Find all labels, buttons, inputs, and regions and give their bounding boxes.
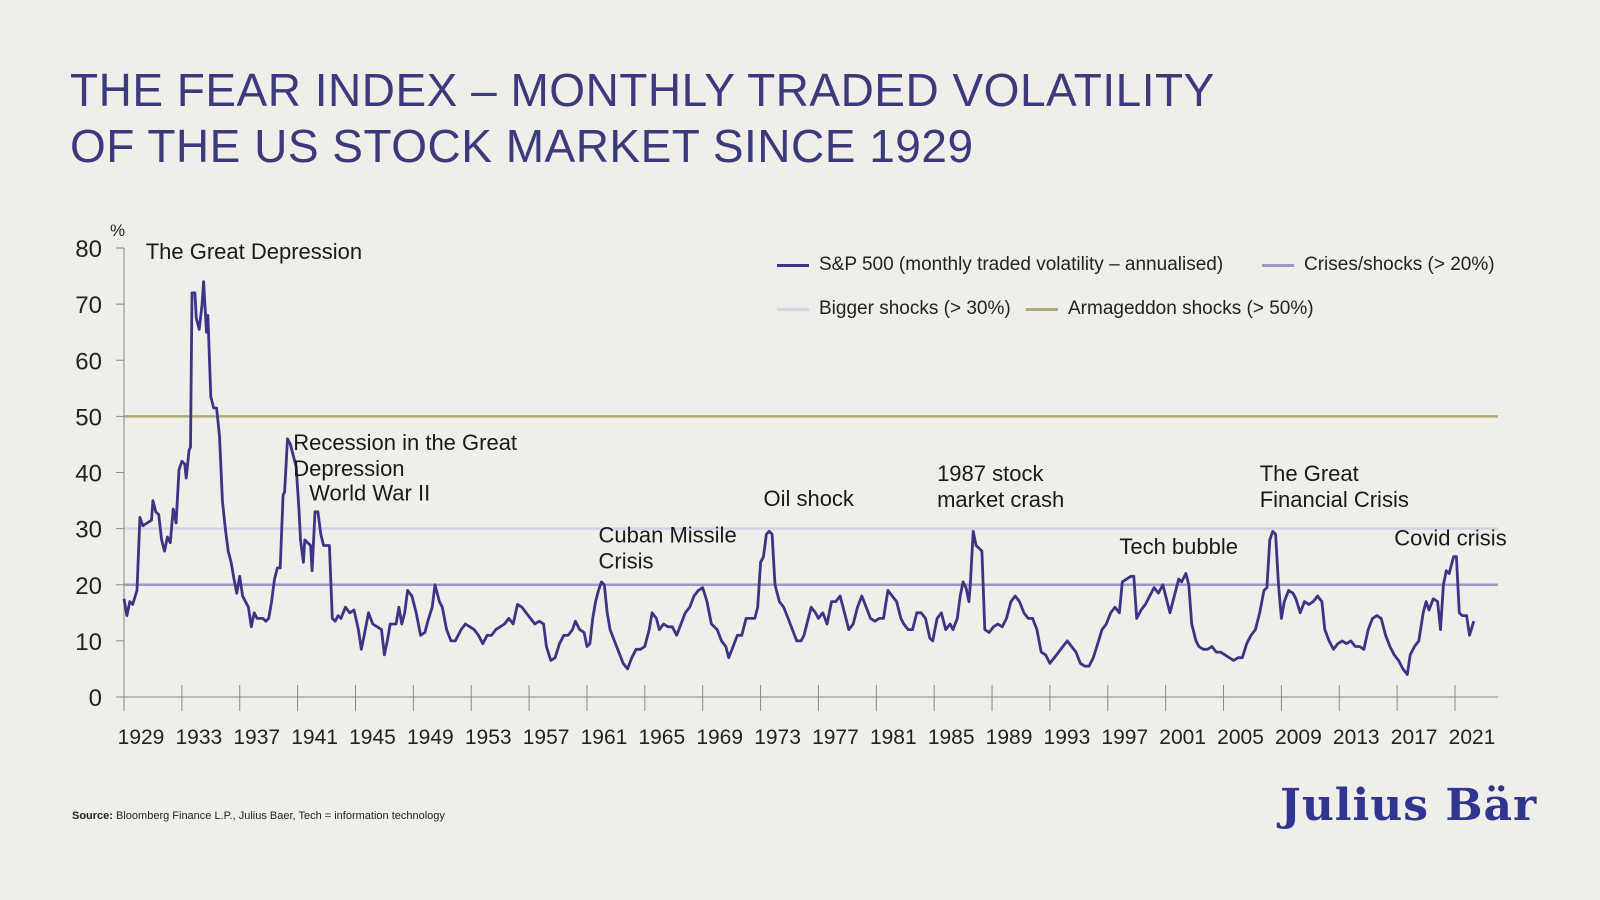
y-tick-label: 10	[75, 629, 102, 656]
x-tick-label: 1933	[176, 726, 223, 749]
annotation-label: Recession in the Great Depression	[293, 430, 517, 481]
series-layer	[122, 280, 1476, 676]
source-text: Bloomberg Finance L.P., Julius Baer, Tec…	[112, 810, 445, 822]
axes: % 0 10 20 30 40 50 60 70 80 1929 1933 1937 1941 1945 19…	[75, 221, 1498, 749]
x-tick-label: 1973	[754, 726, 801, 749]
legend-item: Crises/shocks (> 20%)	[1262, 254, 1495, 276]
x-tick-label: 1929	[118, 726, 165, 749]
page-title: THE FEAR INDEX – MONTHLY TRADED VOLATILI…	[70, 62, 1215, 174]
legend-item: S&P 500 (monthly traded volatility – ann…	[777, 254, 1223, 276]
annotation-label: The Great Depression	[146, 239, 362, 264]
annotation-line: Financial Crisis	[1260, 487, 1409, 512]
annotation-line: Crisis	[599, 549, 654, 574]
title-line-2: OF THE US STOCK MARKET SINCE 1929	[70, 120, 974, 172]
x-tick-label: 1945	[349, 726, 396, 749]
y-tick-label: 30	[75, 517, 102, 544]
x-tick-label: 2021	[1449, 726, 1496, 749]
x-tick-label: 1977	[812, 726, 859, 749]
legend-swatch	[1026, 307, 1058, 311]
x-tick-label: 1985	[928, 726, 975, 749]
x-tick-label: 2009	[1275, 726, 1322, 749]
annotation-line: Covid crisis	[1394, 525, 1506, 550]
julius-baer-logo: Julius Bär	[1280, 780, 1538, 831]
annotation-label: 1987 stock market crash	[937, 461, 1064, 512]
x-tick-label: 1957	[523, 726, 570, 749]
annotation-line: market crash	[937, 487, 1064, 512]
legend-item: Bigger shocks (> 30%)	[777, 298, 1011, 320]
x-tick-label: 2005	[1217, 726, 1264, 749]
annotation-label: Tech bubble	[1119, 534, 1238, 559]
x-tick-label: 1969	[696, 726, 743, 749]
legend-label: Crises/shocks (> 20%)	[1304, 254, 1495, 275]
annotation-label: Covid crisis	[1394, 525, 1506, 550]
y-tick-label: 0	[89, 685, 102, 712]
annotation-line: Tech bubble	[1119, 534, 1238, 559]
x-tick-label: 2017	[1391, 726, 1438, 749]
annotation-line: 1987 stock	[937, 461, 1044, 486]
x-tick-label: 1961	[581, 726, 628, 749]
x-tick-label: 2001	[1159, 726, 1206, 749]
legend-label: S&P 500 (monthly traded volatility – ann…	[819, 254, 1224, 275]
series-line-sp500	[122, 280, 1476, 676]
legend-swatch	[1262, 263, 1294, 267]
legend-label: Armageddon shocks (> 50%)	[1068, 298, 1314, 319]
y-tick-label: 60	[75, 348, 102, 375]
x-tick-label: 1953	[465, 726, 512, 749]
annotation-line: The Great	[1260, 461, 1359, 486]
title-line-1: THE FEAR INDEX – MONTHLY TRADED VOLATILI…	[70, 64, 1215, 116]
annotation-line: Oil shock	[763, 486, 854, 511]
x-tick-label: 1949	[407, 726, 454, 749]
annotation-label: Cuban Missile Crisis	[599, 523, 737, 574]
y-tick-label: 40	[75, 461, 102, 488]
legend-item: Armageddon shocks (> 50%)	[1026, 298, 1314, 320]
annotation-line: Depression	[293, 456, 404, 481]
annotation-label: World War II	[309, 481, 430, 506]
legend-swatch	[777, 263, 809, 267]
x-tick-label: 1981	[870, 726, 917, 749]
x-tick-label: 1941	[291, 726, 338, 749]
x-tick-label: 2013	[1333, 726, 1380, 749]
source-label: Source:	[72, 810, 113, 822]
y-tick-label: 50	[75, 404, 102, 431]
x-tick-label: 1937	[233, 726, 280, 749]
y-axis-unit-label: %	[110, 221, 125, 240]
legend-swatch	[777, 307, 809, 311]
source-note: Source: Bloomberg Finance L.P., Julius B…	[72, 810, 445, 822]
x-tick-label: 1989	[986, 726, 1033, 749]
annotation-label: Oil shock	[763, 486, 854, 511]
y-tick-label: 80	[75, 236, 102, 263]
annotation-line: Cuban Missile	[599, 523, 737, 548]
threshold-lines	[124, 415, 1498, 586]
x-tick-label: 1965	[638, 726, 685, 749]
x-tick-label: 1993	[1044, 726, 1091, 749]
y-tick-label: 20	[75, 573, 102, 600]
x-tick-label: 1997	[1101, 726, 1148, 749]
annotation-line: Recession in the Great	[293, 430, 517, 455]
annotation-label: The Great Financial Crisis	[1260, 461, 1409, 512]
annotation-line: World War II	[309, 481, 430, 506]
legend-label: Bigger shocks (> 30%)	[819, 298, 1011, 319]
y-tick-label: 70	[75, 292, 102, 319]
annotation-line: The Great Depression	[146, 239, 362, 264]
